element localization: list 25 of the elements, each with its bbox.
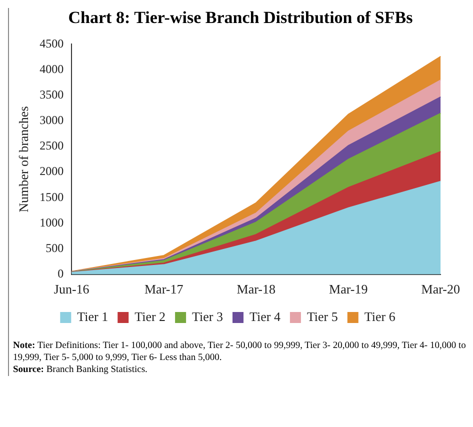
y-tick-label: 1500 (40, 190, 64, 204)
x-tick-label: Mar-20 (421, 282, 460, 297)
y-axis-title: Number of branches (16, 106, 32, 212)
y-tick-label: 2500 (40, 138, 64, 153)
y-tick-label: 3000 (40, 113, 64, 128)
legend-label: Tier 3 (192, 308, 224, 324)
y-tick-label: 4500 (40, 36, 64, 50)
x-tick-label: Mar-19 (329, 282, 368, 297)
x-tick-label: Mar-17 (144, 282, 184, 297)
y-tick-label: 500 (46, 240, 64, 255)
chart-title: Chart 8: Tier-wise Branch Distribution of SFBs (67, 8, 414, 28)
legend-label: Tier 4 (250, 308, 281, 324)
y-tick-label: 4000 (40, 62, 64, 76)
x-tick-label: Jun-16 (54, 282, 90, 297)
y-tick-label: 0 (58, 266, 64, 281)
y-tick-label: 1000 (40, 215, 64, 230)
legend-label: Tier 1 (77, 308, 108, 324)
x-tick-label: Mar-18 (236, 282, 276, 297)
text: Note: Tier Definitions: Tier 1- 100,000 and above, Tier 2- 50,000 to 99,999, Tier 3- 20,000 to 49,999, Tier 4- 10,000 to 19,999, Tier 5- 5,000 to 9,999, Tier 6- Less than 5,000. (13, 340, 467, 364)
legend-label: Tier 5 (306, 308, 338, 324)
source-note: Source: Branch Banking Statistics. (13, 364, 148, 376)
legend-label: Tier 6 (364, 308, 396, 324)
legend-label: Tier 2 (134, 308, 166, 324)
y-tick-label: 3500 (40, 88, 64, 102)
y-tick-label: 2000 (40, 164, 64, 178)
